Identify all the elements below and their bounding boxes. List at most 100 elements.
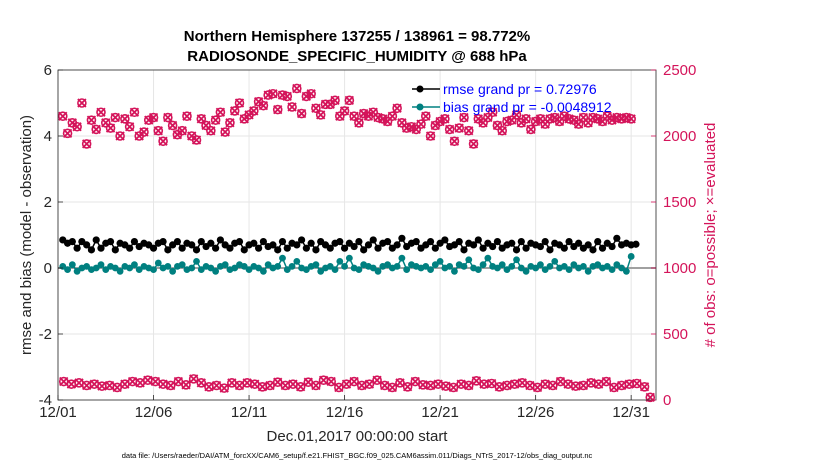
bias-point — [64, 266, 71, 274]
obs-possible-point — [492, 120, 503, 131]
bias-point — [317, 267, 325, 275]
obs-evaluated-point — [526, 124, 536, 135]
obs-possible-point — [330, 95, 340, 106]
obs-evaluated-low-point — [586, 378, 596, 388]
obs-evaluated-point — [626, 114, 636, 124]
obs-possible-point — [158, 136, 168, 147]
obs-evaluated-point — [153, 126, 163, 136]
obs-evaluated-low-point — [82, 380, 92, 391]
obs-possible-point — [100, 118, 111, 128]
obs-evaluated-point — [120, 114, 130, 124]
y2-tick-label: 2500 — [663, 62, 696, 79]
obs-evaluated-point — [220, 127, 230, 137]
obs-evaluated-point — [139, 127, 149, 137]
obs-possible-point — [206, 125, 216, 136]
bias-point — [212, 267, 220, 275]
obs-evaluated-low-point — [74, 378, 84, 388]
legend-bias-label: bias grand pr = -0.0048912 — [443, 99, 612, 115]
bias-point — [345, 254, 353, 262]
obs-evaluated-low-point — [372, 375, 382, 385]
x-tick-label: 12/31 — [612, 404, 650, 421]
obs-evaluated-low-point — [66, 379, 77, 389]
obs-possible-point — [225, 118, 235, 128]
obs-evaluated-low-point — [189, 374, 199, 384]
bias-point — [618, 264, 626, 272]
rmse-point — [412, 238, 420, 246]
obs-evaluated-point — [230, 106, 240, 116]
obs-evaluated-point — [144, 115, 154, 125]
rmse-point — [97, 244, 105, 252]
obs-possible-point — [96, 107, 106, 118]
obs-evaluated-point — [148, 112, 159, 123]
obs-evaluated-low-point — [540, 379, 550, 389]
obs-evaluated-low-point — [59, 376, 69, 387]
rmse-point — [274, 246, 282, 254]
obs-possible-point — [349, 111, 359, 121]
rmse-point — [164, 246, 172, 254]
obs-possible-point — [397, 118, 407, 128]
bias-point — [503, 266, 511, 274]
obs-evaluated-point — [206, 126, 216, 136]
obs-possible-point — [483, 112, 493, 123]
obs-evaluated-low-point — [632, 378, 642, 389]
obs-possible-point — [182, 111, 192, 121]
bias-point — [517, 264, 525, 272]
x-tick-label: 12/01 — [39, 404, 77, 421]
obs-evaluated-low-point — [135, 378, 145, 388]
obs-possible-point — [167, 120, 178, 131]
obs-evaluated-point — [163, 112, 173, 123]
obs-evaluated-low-point — [181, 380, 191, 390]
bias-point — [164, 262, 172, 270]
obs-evaluated-point — [296, 108, 307, 119]
obs-evaluated-point — [488, 107, 498, 117]
rmse-point — [326, 244, 334, 252]
x-tick-label: 12/06 — [135, 404, 173, 421]
obs-evaluated-low-point — [150, 376, 161, 387]
bias-point — [97, 261, 105, 269]
chart-marks — [57, 83, 656, 403]
obs-evaluated-low-point — [410, 376, 420, 387]
bias-point — [302, 266, 310, 274]
obs-possible-point — [148, 112, 159, 123]
obs-evaluated-low-point — [288, 379, 298, 389]
obs-evaluated-low-point — [494, 382, 504, 392]
obs-possible-point — [191, 135, 202, 145]
rmse-point — [608, 242, 616, 251]
obs-possible-point — [220, 127, 230, 137]
rmse-point — [584, 241, 592, 249]
obs-evaluated-point — [354, 118, 364, 128]
obs-possible-low-point — [463, 380, 474, 391]
rmse-point — [73, 244, 81, 252]
y-tick-label: 4 — [44, 128, 52, 145]
obs-evaluated-point — [301, 91, 312, 102]
plot-frame — [57, 69, 657, 401]
bias-point — [274, 262, 282, 270]
obs-evaluated-point — [77, 98, 87, 108]
rmse-point — [541, 238, 549, 246]
bias-point — [546, 262, 554, 270]
obs-evaluated-point — [125, 122, 135, 132]
rmse-point — [312, 246, 320, 254]
bias-point — [240, 262, 248, 270]
obs-evaluated-point — [287, 102, 297, 112]
bias-point — [627, 253, 635, 260]
x-tick-label: 12/21 — [421, 404, 459, 421]
obs-evaluated-low-point — [517, 378, 527, 388]
rmse-point — [350, 242, 358, 251]
rmse-point — [536, 242, 545, 251]
rmse-point — [560, 244, 568, 252]
bias-point — [613, 261, 621, 269]
bias-point — [537, 261, 544, 269]
y2-tick-label: 0 — [663, 392, 671, 409]
rmse-point — [512, 246, 521, 254]
bias-point — [355, 266, 363, 274]
obs-evaluated-low-point — [502, 380, 512, 391]
obs-possible-point — [468, 139, 479, 149]
obs-evaluated-point — [406, 122, 417, 132]
obs-evaluated-point — [435, 116, 445, 127]
obs-evaluated-point — [459, 112, 469, 123]
obs-evaluated-low-point — [395, 378, 405, 388]
obs-possible-point — [77, 98, 87, 108]
rmse-point — [111, 246, 119, 254]
obs-evaluated-low-point — [357, 380, 367, 391]
